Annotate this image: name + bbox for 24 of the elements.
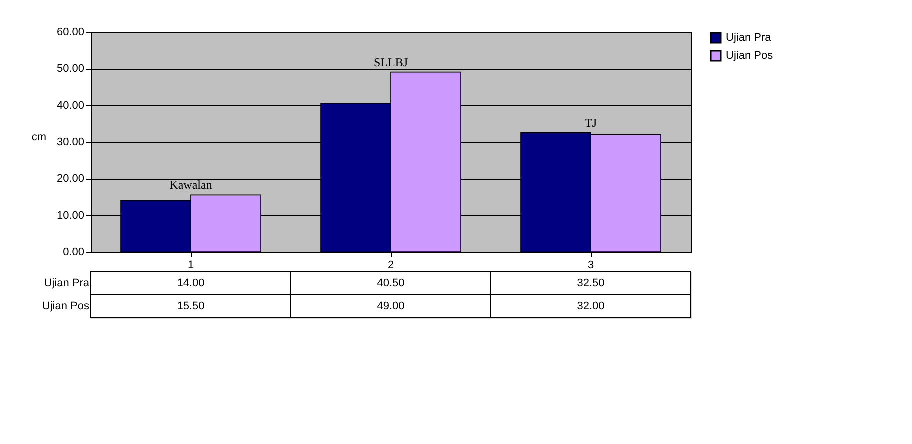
y-tick-label: 10.00 bbox=[56, 210, 84, 222]
data-label: 32.00 bbox=[577, 300, 605, 312]
legend-label: Ujian Pra bbox=[726, 32, 772, 44]
y-tick-label: 60.00 bbox=[56, 26, 84, 38]
x-tick-label: 3 bbox=[588, 260, 594, 272]
annotation: TJ bbox=[585, 116, 598, 130]
x-tick-label: 1 bbox=[188, 260, 194, 272]
annotation: Kawalan bbox=[170, 178, 212, 192]
legend-label: Ujian Pos bbox=[726, 50, 774, 62]
y-tick-label: 0.00 bbox=[63, 246, 84, 258]
y-tick-label: 50.00 bbox=[56, 63, 84, 76]
data-label: 49.00 bbox=[377, 300, 405, 312]
data-label: 14.00 bbox=[177, 278, 205, 290]
data-label: 40.50 bbox=[377, 278, 405, 290]
x-tick-label: 2 bbox=[388, 260, 394, 272]
y-tick-label: 30.00 bbox=[56, 136, 84, 148]
y-axis-title: cm bbox=[32, 132, 46, 144]
data-label: 32.50 bbox=[577, 278, 605, 290]
annotation: SLLBJ bbox=[374, 55, 408, 70]
data-label: 15.50 bbox=[177, 300, 205, 312]
text: Ujian Pos bbox=[42, 300, 90, 312]
text: Ujian Pra bbox=[44, 278, 90, 290]
y-tick-label: 20.00 bbox=[56, 173, 84, 186]
y-tick-label: 40.00 bbox=[56, 100, 84, 112]
